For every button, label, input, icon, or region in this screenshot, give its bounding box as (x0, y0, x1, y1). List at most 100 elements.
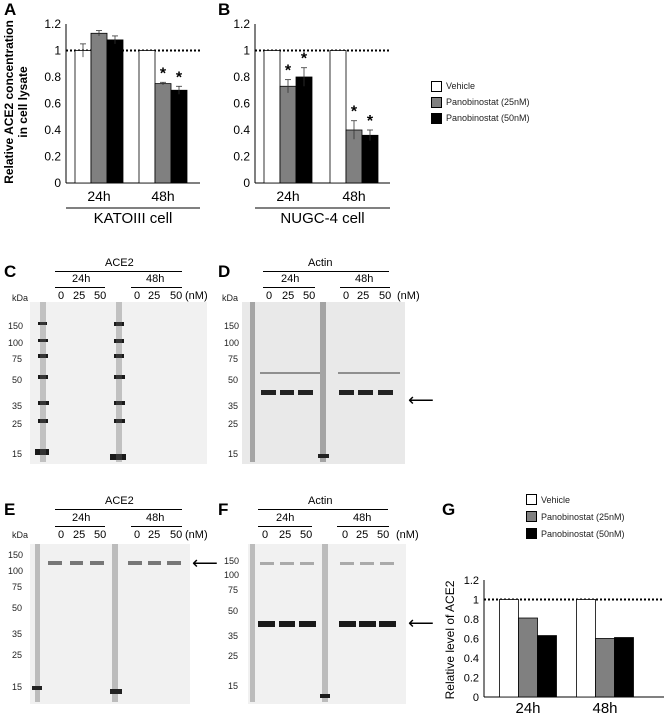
blot-d-marker-150: 150 (224, 321, 240, 331)
blot-c-marker-150: 150 (8, 321, 24, 331)
y-axis-label: Relative level of ACE2 (443, 580, 457, 699)
y-tick-label: 0.2 (464, 673, 479, 685)
blot-c-bands (35, 302, 126, 462)
blot-d-marker-35: 35 (228, 401, 239, 411)
chart-g: 00.20.40.60.811.224h48hNUGC-4 cellRelati… (443, 575, 664, 713)
panel-label-b: B (218, 0, 231, 19)
blot-d-marker-50: 50 (228, 375, 239, 385)
blot-f-dose-25b: 25 (356, 529, 369, 541)
bar (595, 638, 615, 698)
blot-d-marker-100: 100 (224, 338, 240, 348)
y-tick-label: 0.6 (44, 97, 61, 111)
blot-d-kda: kDa (222, 293, 239, 303)
blot-e-title-line (55, 509, 182, 510)
blot-f-t2-line (337, 526, 389, 527)
y-tick-label: 1 (243, 44, 250, 58)
legend-item-pano25: Panobinostat (25nM) (431, 94, 631, 110)
legend-label: Panobinostat (50nM) (446, 113, 530, 123)
blot-e-unit: (nM) (185, 529, 208, 541)
y-tick-label: 0.8 (233, 70, 250, 84)
blot-f-title-line (258, 509, 388, 510)
blot-d-dose-0a: 0 (266, 290, 273, 302)
legend-item-pano50: Panobinostat (50nM) (431, 110, 631, 126)
category-label: 24h (515, 700, 540, 713)
bar (90, 32, 108, 184)
y-tick-label: 1 (473, 595, 479, 607)
blot-f-dose-50b: 50 (377, 529, 390, 541)
bar (361, 134, 379, 184)
bar (279, 85, 297, 184)
significance-mark: * (351, 104, 358, 121)
blot-f-t2: 48h (353, 512, 372, 524)
blot-d-title: Actin (308, 257, 333, 269)
group-label: KATOIII cell (94, 210, 173, 227)
blot-d-marker-75: 75 (228, 354, 239, 364)
blot-d-t2-line (340, 287, 390, 288)
blot-c-dose-25b: 25 (148, 290, 161, 302)
blot-f-dose-0a: 0 (262, 529, 269, 541)
significance-mark: * (285, 63, 292, 80)
y-axis-label-line1: Relative ACE2 concentration (2, 20, 16, 184)
blot-f-title: Actin (308, 495, 333, 507)
blot-e-dose-50b: 50 (170, 529, 183, 541)
blot-c-dose-0b: 0 (134, 290, 141, 302)
blot-c-dose-50b: 50 (170, 290, 183, 302)
legend-label: Vehicle (446, 81, 476, 91)
panel-label-g: G (442, 500, 456, 519)
bar (576, 599, 596, 698)
panel-label-a: A (4, 0, 17, 19)
blot-c-title: ACE2 (105, 257, 134, 269)
blot-f-unit: (nM) (396, 529, 419, 541)
blot-e-image (30, 544, 190, 704)
bar (170, 89, 188, 184)
category-label: 24h (276, 188, 299, 204)
bar (614, 637, 634, 698)
y-tick-label: 0.6 (464, 634, 479, 646)
blot-c-dose-0a: 0 (58, 290, 65, 302)
blot-c-marker-25: 25 (12, 419, 23, 429)
bar (295, 76, 313, 184)
blot-d-dose-25a: 25 (282, 290, 295, 302)
chart-a: 0 0.2 0.4 0.6 0.8 1 1.2 24h * * 48h KATOIII cell Rel… (2, 17, 200, 227)
blot-e-arrow-icon: ⟵ (192, 553, 218, 573)
blot-e-t1: 24h (72, 512, 91, 524)
blot-e-marker-50: 50 (12, 603, 23, 613)
bar (329, 50, 347, 184)
blot-c-kda: kDa (12, 293, 29, 303)
blot-c-marker-35: 35 (12, 401, 23, 411)
y-tick-label: 0.2 (44, 150, 61, 164)
blot-e-dose-0a: 0 (58, 529, 65, 541)
legend-swatch (526, 528, 537, 539)
blot-f-dose-50a: 50 (300, 529, 313, 541)
category-label: 24h (87, 188, 110, 204)
bar (138, 50, 156, 184)
legend-swatch (431, 112, 442, 124)
blot-d-dose-25b: 25 (357, 290, 370, 302)
legend-g-item-vehicle: Vehicle (526, 491, 666, 508)
y-tick-label: 0.8 (44, 70, 61, 84)
blot-c-title-line (55, 271, 182, 272)
blot-e-dose-50a: 50 (94, 529, 107, 541)
bar (518, 617, 538, 698)
y-tick-label: 0.6 (233, 97, 250, 111)
blot-d-dose-50a: 50 (303, 290, 316, 302)
legend-label: Vehicle (541, 494, 571, 505)
y-tick-label: 0 (54, 176, 61, 190)
blot-e-marker-100: 100 (8, 566, 24, 576)
y-tick-label: 0.4 (44, 123, 61, 137)
bar (537, 635, 557, 698)
blot-e-kda: kDa (12, 530, 29, 540)
category-label: 48h (342, 188, 365, 204)
y-tick-label: 0.8 (464, 614, 479, 626)
legend-item-vehicle: Vehicle (431, 78, 631, 94)
blot-e-t2: 48h (146, 512, 165, 524)
blot-d-t1-line (263, 287, 315, 288)
y-tick-label: 0 (473, 692, 479, 704)
blot-c-marker-15: 15 (12, 449, 23, 459)
blot-f-arrow-icon: ⟵ (408, 613, 434, 633)
blot-e-dose-25b: 25 (148, 529, 161, 541)
category-label: 48h (592, 700, 617, 713)
y-tick-label: 1.2 (233, 17, 250, 31)
legend-label: Panobinostat (25nM) (446, 97, 530, 107)
y-tick-label: 1.2 (464, 575, 479, 587)
